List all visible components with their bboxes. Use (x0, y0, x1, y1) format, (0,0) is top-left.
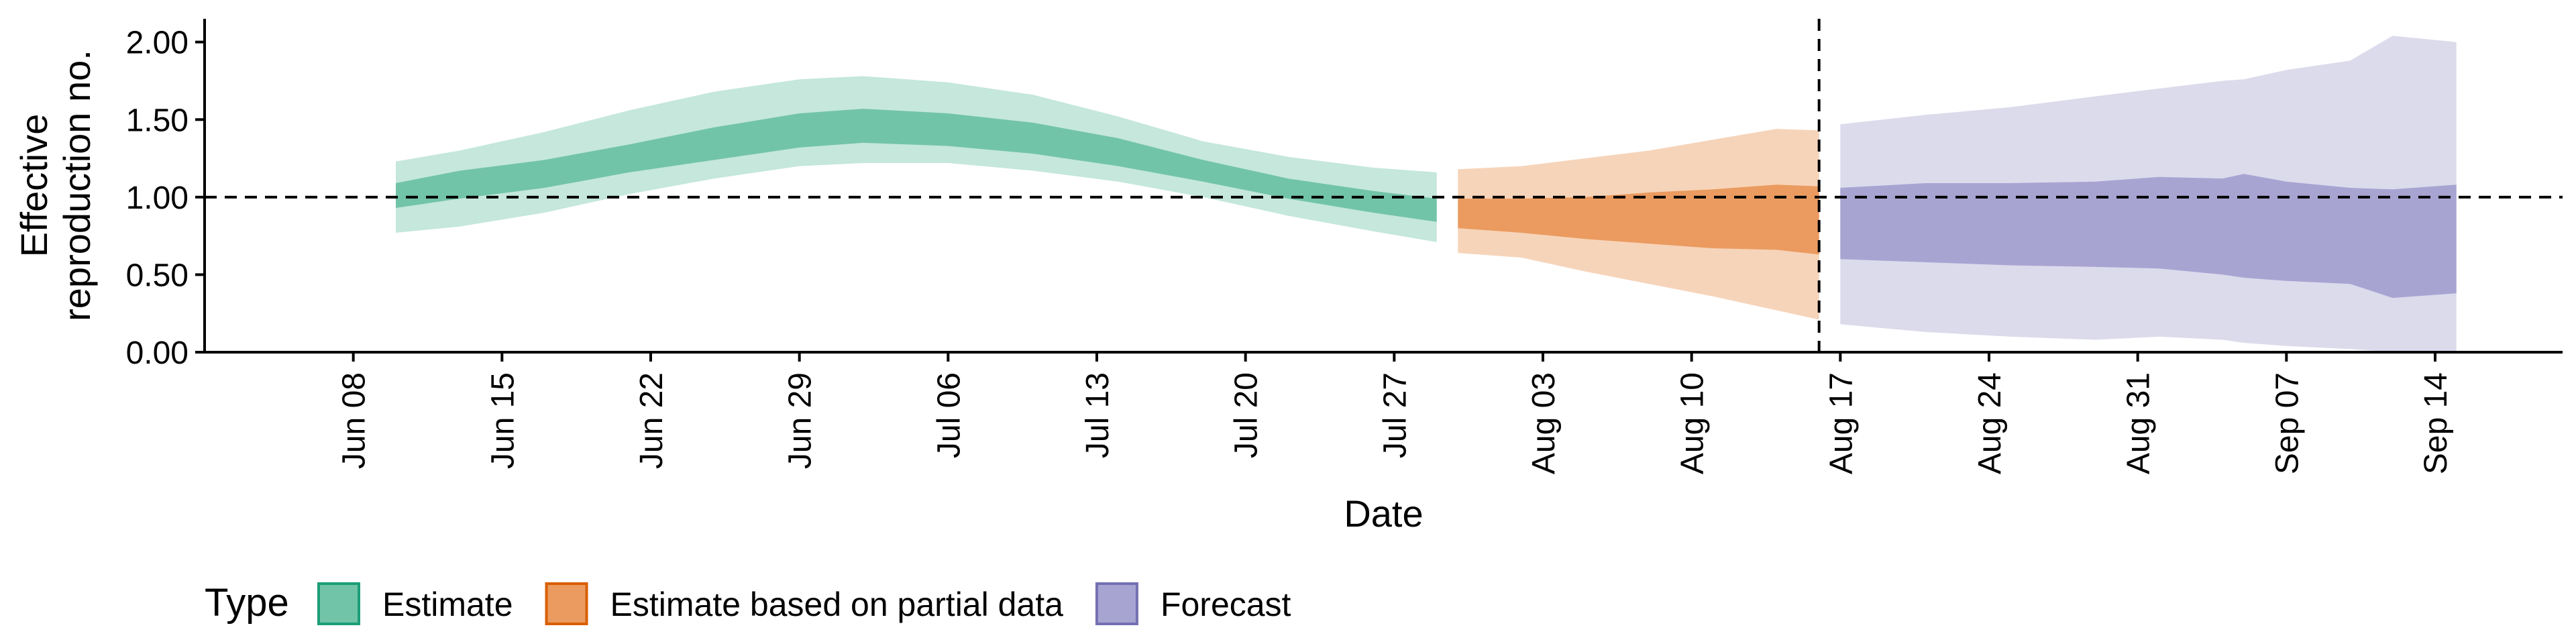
bands-layer (396, 36, 2457, 353)
x-tick-label: Jul 27 (1377, 372, 1413, 458)
y-axis-title-line: reproduction no. (56, 50, 98, 321)
legend-label: Estimate based on partial data (610, 586, 1064, 623)
estimate-outer-band (396, 76, 1437, 242)
y-tick-label: 2.00 (126, 25, 189, 61)
axes-layer: 0.00 0.50 1.00 1.50 2.00 Jun 08 Jun 15 Jun 22 Ju… (13, 19, 2563, 535)
y-tick-label: 1.00 (126, 180, 189, 216)
x-tick-label: Jul 20 (1229, 372, 1265, 458)
forecast-inner-band (1840, 174, 2457, 299)
legend-swatch (1095, 582, 1138, 625)
legend: Type Estimate Estimate based on partial da… (205, 581, 1291, 625)
x-tick-label: Sep 14 (2418, 372, 2454, 474)
estimate-based-on-partial-data-inner-band (1458, 184, 1819, 255)
x-tick-label: Sep 07 (2269, 372, 2305, 474)
x-axis-title: Date (1344, 492, 1423, 535)
y-tick-label: 0.00 (126, 335, 189, 371)
x-tick-label: Jun 29 (783, 372, 818, 469)
y-tick-label: 1.50 (126, 103, 189, 138)
x-tick-label: Jul 06 (931, 372, 967, 458)
x-tick-label: Jul 13 (1080, 372, 1116, 458)
x-tick-label: Aug 03 (1526, 372, 1562, 474)
legend-title: Type (205, 581, 289, 625)
x-tick-label: Aug 10 (1675, 372, 1711, 474)
x-tick-label: Aug 17 (1823, 372, 1859, 474)
x-tick-label: Aug 24 (1972, 372, 2008, 474)
x-tick-label: Jun 22 (634, 372, 669, 469)
estimate-inner-band (396, 109, 1437, 222)
reference-lines-layer (205, 19, 2563, 352)
y-axis-title: Effectivereproduction no. (13, 50, 98, 321)
legend-swatch (545, 582, 588, 625)
x-tick-label: Jun 08 (337, 372, 372, 469)
x-tick-label: Aug 31 (2121, 372, 2157, 474)
legend-label: Estimate (382, 586, 513, 623)
y-tick-label: 0.50 (126, 258, 189, 293)
y-axis-title-line: Effective (13, 114, 55, 258)
legend-swatch (317, 582, 360, 625)
legend-label: Forecast (1161, 586, 1291, 623)
x-tick-label: Jun 15 (485, 372, 521, 469)
